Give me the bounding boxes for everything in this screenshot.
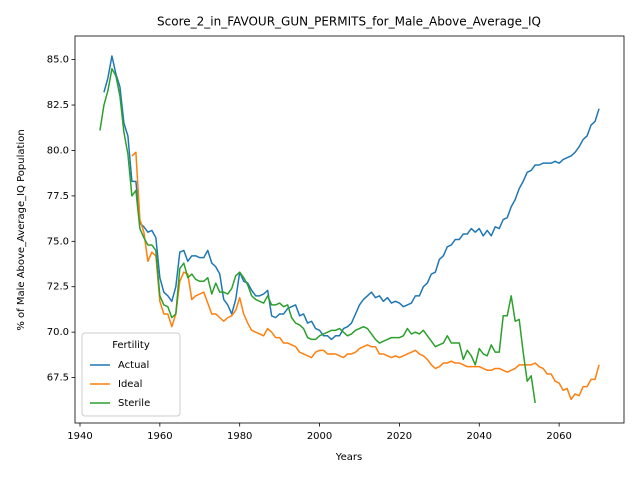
x-tick-label: 2000 [307,431,332,442]
series-line [131,151,600,401]
series-line [103,55,600,341]
series-line [99,67,536,404]
legend-label: Actual [118,360,149,371]
plot-frame [74,35,625,424]
legend-box [81,332,181,417]
y-tick-label: 70.0 [47,327,69,338]
x-tick-label: 1960 [147,431,172,442]
y-axis-label: % of Male Above_Average_IQ Population [16,129,27,330]
legend-label: Sterile [118,398,150,409]
x-tick-label: 2020 [387,431,412,442]
x-tick-label: 1940 [67,431,92,442]
y-tick-label: 75.0 [47,236,69,247]
legend-label: Ideal [118,379,142,390]
y-tick-label: 85.0 [47,55,69,66]
y-tick-label: 67.5 [47,373,69,384]
x-tick-label: 1980 [227,431,252,442]
y-tick-label: 72.5 [47,282,69,293]
x-tick-label: 2060 [546,431,571,442]
x-axis-label: Years [335,452,362,463]
y-tick-label: 77.5 [47,191,69,202]
x-tick-label: 2040 [467,431,492,442]
chart-title: Score_2_in_FAVOUR_GUN_PERMITS_for_Male_A… [157,15,541,29]
y-tick-label: 80.0 [47,145,69,156]
y-tick-label: 82.5 [47,100,69,111]
legend-title: Fertility [112,340,150,351]
